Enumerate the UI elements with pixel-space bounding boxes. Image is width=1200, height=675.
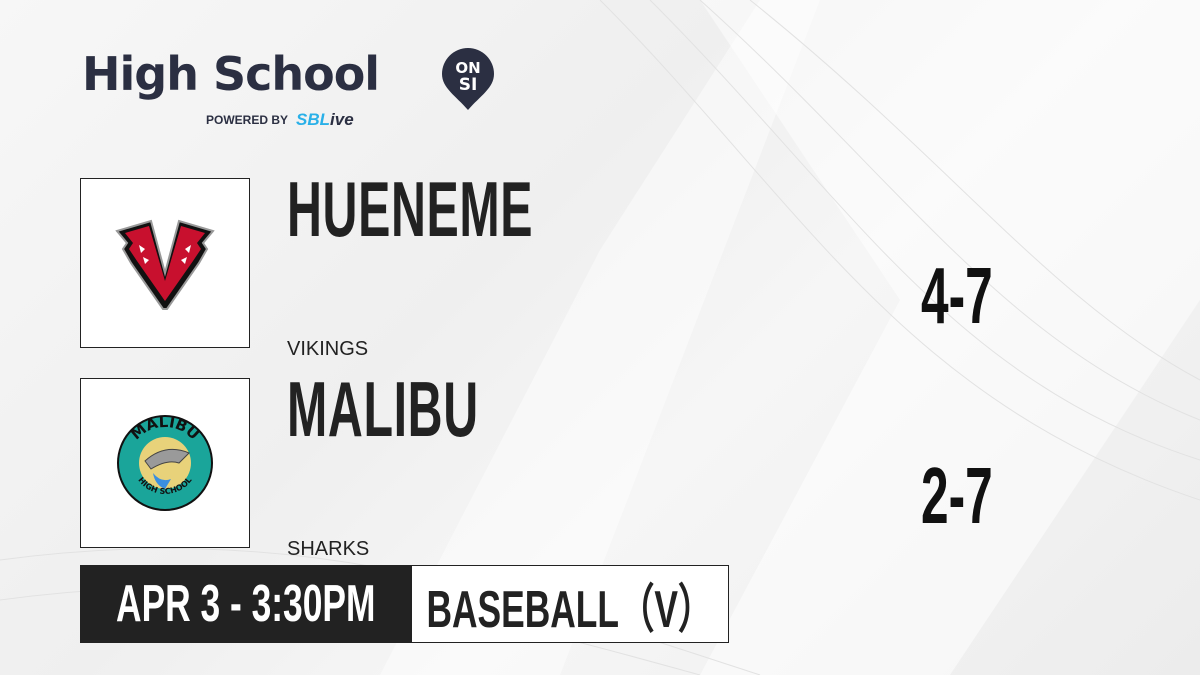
brand-title: High School <box>82 47 380 101</box>
team-mascot-away: SHARKS <box>287 538 370 560</box>
brand-logo: High School <box>82 44 380 104</box>
on-si-pin-icon: ON SI <box>442 48 494 110</box>
game-sport: BASEBALL（V） <box>411 565 729 643</box>
vikings-v-logo-icon <box>115 219 215 310</box>
game-info-bar: APR 3 - 3:30PM BASEBALL（V） <box>80 565 729 643</box>
svg-text:ON: ON <box>455 59 480 77</box>
team-mascot-home: VIKINGS <box>287 338 369 360</box>
team-record-away: 2-7 <box>921 451 993 540</box>
sblive-logo: SBLive <box>296 110 354 129</box>
malibu-shark-logo-icon: MALIBU HIGH SCHOOL <box>117 413 213 511</box>
team-name-away: MALIBU <box>287 365 479 453</box>
team-record-home: 4-7 <box>921 251 993 340</box>
svg-text:SI: SI <box>459 75 478 95</box>
hueneme-logo <box>80 178 250 348</box>
team-name-home: HUENEME <box>287 165 534 253</box>
game-datetime: APR 3 - 3:30PM <box>80 565 411 643</box>
powered-by-label: POWERED BY <box>206 113 289 127</box>
malibu-logo: MALIBU HIGH SCHOOL <box>80 378 250 548</box>
powered-by: POWERED BY SBLive <box>206 110 354 130</box>
